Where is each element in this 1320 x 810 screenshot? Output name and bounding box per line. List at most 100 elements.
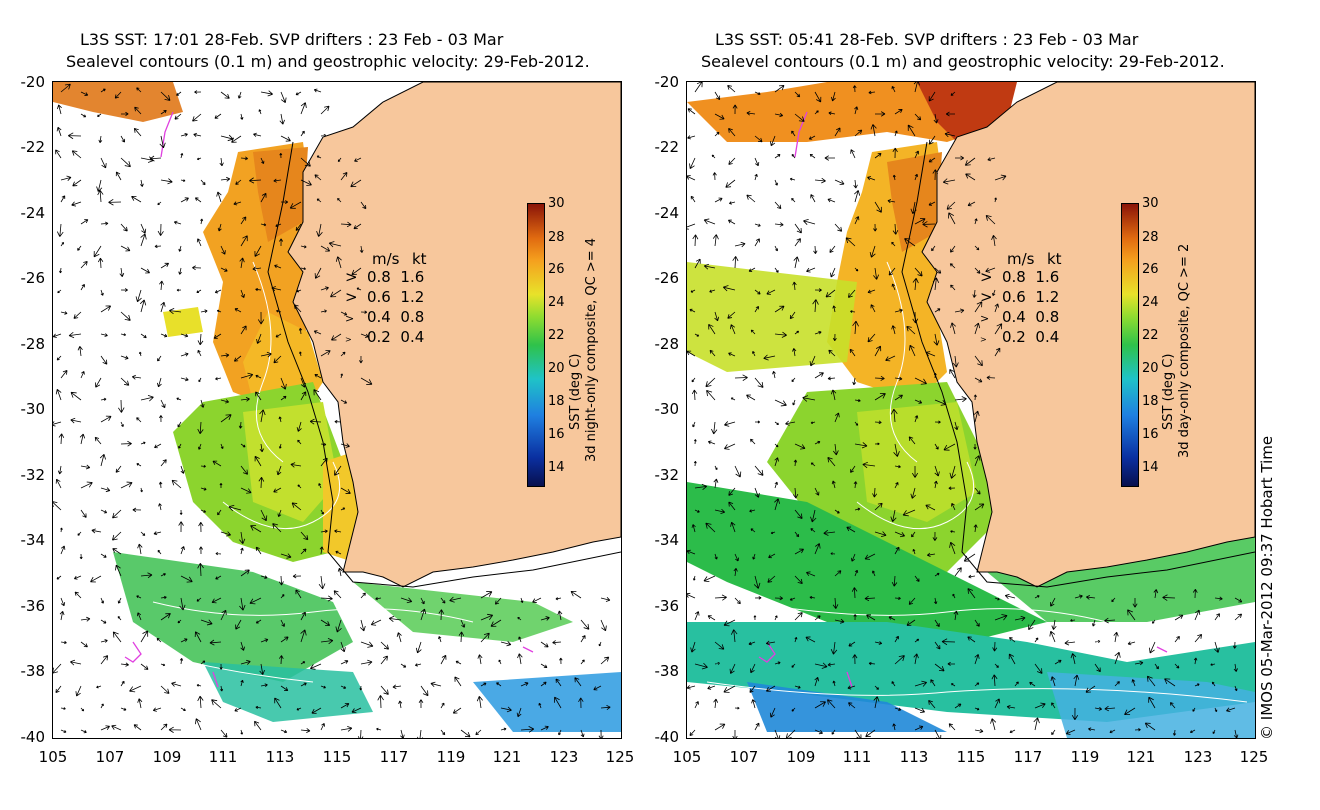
velocity-arrow (874, 375, 885, 381)
velocity-arrow (894, 635, 899, 643)
velocity-arrow (830, 641, 838, 655)
velocity-arrow (1114, 651, 1121, 665)
velocity-arrow (703, 575, 716, 583)
velocity-arrow (574, 677, 582, 687)
velocity-arrow (298, 327, 303, 335)
velocity-arrow (160, 301, 166, 313)
velocity-arrow (928, 157, 936, 163)
velocity-arrow (314, 267, 322, 279)
velocity-arrow (235, 179, 242, 185)
velocity-arrow (874, 111, 886, 117)
velocity-arrow (91, 528, 102, 534)
velocity-arrow (178, 443, 182, 449)
velocity-arrow (400, 597, 413, 604)
velocity-arrow (830, 389, 837, 401)
velocity-arrow (714, 311, 720, 322)
velocity-arrow (944, 131, 956, 138)
velocity-arrow (211, 699, 222, 709)
velocity-arrow (240, 641, 245, 651)
velocity-arrow (703, 218, 716, 225)
velocity-arrow (814, 110, 819, 115)
velocity-arrow (273, 178, 282, 183)
velocity-arrow (934, 641, 941, 650)
velocity-arrow (814, 330, 822, 335)
velocity-arrow (80, 616, 91, 622)
velocity-arrow (136, 463, 142, 467)
velocity-arrow (97, 113, 102, 117)
velocity-arrow (240, 729, 244, 735)
velocity-arrow (1091, 619, 1096, 627)
cb-tick: 20 (548, 361, 565, 376)
velocity-arrow (480, 682, 487, 687)
velocity-arrow (370, 619, 382, 626)
velocity-arrow (220, 176, 231, 182)
velocity-arrow (540, 641, 549, 648)
velocity-arrow (830, 267, 836, 278)
legend-header-ms: m/s (372, 250, 400, 268)
velocity-arrow (974, 245, 980, 251)
velocity-arrow (340, 487, 351, 494)
velocity-arrow (335, 619, 342, 633)
velocity-arrow (198, 546, 203, 555)
velocity-arrow (320, 350, 331, 357)
velocity-arrow (746, 194, 756, 203)
velocity-arrow (1034, 637, 1039, 643)
arrow-icon: > (345, 268, 358, 286)
velocity-arrow (714, 113, 725, 120)
velocity-arrow (140, 663, 149, 670)
x-tick: 125 (1239, 748, 1269, 766)
velocity-arrow (320, 619, 331, 626)
velocity-arrow (119, 267, 125, 277)
velocity-arrow (273, 487, 282, 493)
x-tick: 109 (152, 748, 182, 766)
velocity-arrow (1049, 597, 1056, 607)
velocity-arrow (1234, 685, 1238, 692)
velocity-arrow (967, 636, 976, 643)
velocity-arrow (260, 638, 269, 643)
velocity-arrow (176, 397, 182, 401)
x-tick: 115 (322, 748, 352, 766)
velocity-arrow (320, 245, 331, 252)
velocity-arrow (134, 106, 142, 115)
velocity-arrow (1134, 728, 1141, 732)
velocity-arrow (814, 440, 821, 445)
velocity-arrow (774, 661, 781, 665)
velocity-arrow (854, 267, 859, 272)
velocity-arrow (802, 395, 816, 402)
velocity-arrow (100, 509, 108, 514)
velocity-arrow (852, 85, 857, 93)
y-tick: -32 (20, 466, 46, 484)
velocity-arrow (240, 679, 244, 687)
velocity-arrow (233, 201, 242, 206)
velocity-arrow (914, 150, 920, 159)
velocity-arrow (967, 588, 976, 599)
x-tick: 113 (265, 748, 295, 766)
velocity-arrow (476, 696, 483, 709)
velocity-arrow (711, 154, 716, 159)
arrow-icon: > (345, 335, 352, 344)
velocity-arrow (1114, 681, 1120, 687)
velocity-arrow (217, 509, 222, 516)
velocity-arrow (766, 289, 776, 295)
velocity-arrow (992, 289, 996, 296)
velocity-arrow (272, 523, 282, 533)
velocity-arrow (159, 280, 164, 291)
velocity-arrow (853, 179, 858, 189)
velocity-arrow (949, 263, 956, 269)
velocity-arrow (694, 611, 700, 621)
velocity-arrow (854, 216, 860, 225)
right-title-line2: Sealevel contours (0.1 m) and geostrophi… (701, 52, 1225, 71)
velocity-arrow (157, 355, 162, 362)
cb-tick: 30 (1142, 196, 1159, 211)
velocity-arrow (500, 641, 512, 647)
velocity-arrow (438, 636, 442, 643)
velocity-arrow (57, 465, 63, 475)
sst-patch-coastal-orange (887, 152, 942, 252)
x-tick: 111 (208, 748, 238, 766)
velocity-arrow (986, 375, 996, 380)
velocity-arrow (774, 481, 778, 489)
velocity-arrow (754, 289, 761, 295)
velocity-arrow (1144, 722, 1156, 731)
velocity-arrow (540, 616, 550, 621)
velocity-arrow (160, 109, 167, 115)
